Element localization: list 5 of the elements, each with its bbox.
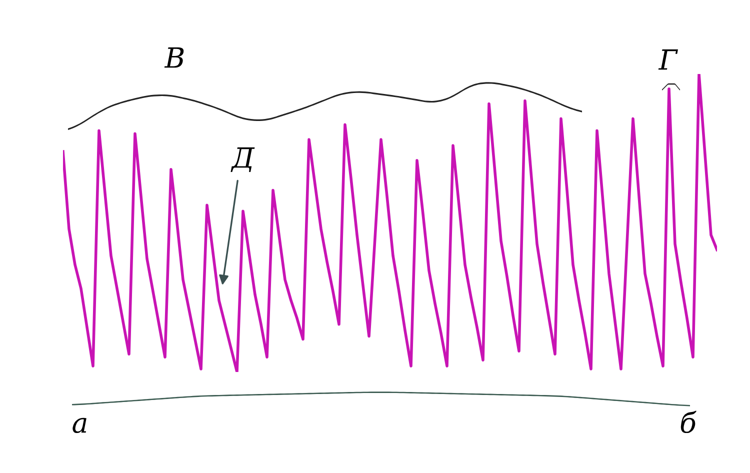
text: Г [658,49,678,70]
annotation: Д [230,147,255,172]
text: а [72,418,86,434]
text: б [680,410,697,434]
text: В [164,47,184,68]
